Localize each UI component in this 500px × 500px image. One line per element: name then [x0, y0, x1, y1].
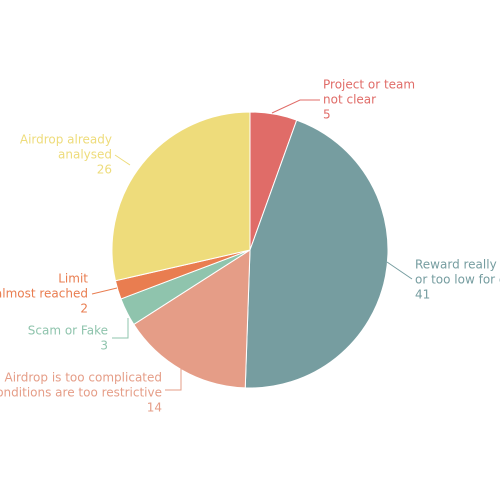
slice-label: Airdrop already: [20, 133, 112, 147]
slice-label: analysed: [58, 148, 112, 162]
leader-line: [271, 99, 320, 114]
leader-line: [165, 368, 182, 391]
slice-label: Project or team: [323, 78, 415, 92]
leader-line: [112, 318, 129, 339]
leader-line: [91, 287, 118, 295]
value-label: 41: [415, 288, 430, 302]
slice-label: or too low for c: [415, 273, 500, 287]
value-label: 2: [80, 302, 88, 316]
pie-slice: [111, 111, 251, 282]
slice-label: Limit: [58, 272, 88, 286]
pie-slice: [244, 119, 389, 389]
slice-label: onditions are too restrictive: [0, 386, 162, 400]
slice-label: almost reached: [0, 287, 88, 301]
value-label: 3: [100, 339, 108, 353]
leader-line: [114, 154, 131, 166]
value-label: 26: [97, 163, 112, 177]
value-label: 14: [147, 401, 162, 415]
pie-slice: [133, 249, 251, 389]
slice-label: Scam or Fake: [28, 324, 108, 338]
slice-label: Airdrop is too complicated: [5, 371, 163, 385]
leader-line: [386, 261, 413, 280]
slice-label: Reward really: [415, 258, 497, 272]
slice-label: not clear: [323, 93, 376, 107]
value-label: 5: [323, 108, 331, 122]
